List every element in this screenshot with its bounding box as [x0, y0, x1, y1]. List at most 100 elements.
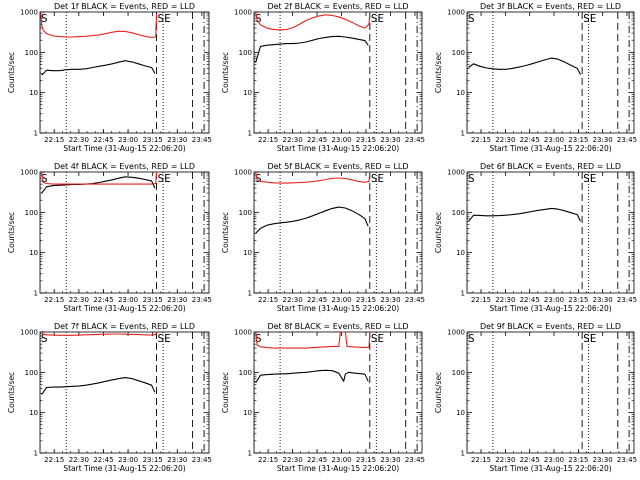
panel-det-6: Det 6f BLACK = Events, RED = LLD 1 10 100 10… — [434, 162, 637, 313]
x-tick-label: 22:30 — [69, 456, 89, 464]
x-tick-label: 23:30 — [380, 136, 400, 144]
y-tick-label: 1000 — [447, 9, 465, 17]
panel-det-4: Det 4f BLACK = Events, RED = LLD 1 10 100 10… — [7, 162, 212, 313]
x-axis-title: Start Time (31-Aug-15 22:06:20) — [489, 144, 611, 153]
y-tick-label: 1000 — [447, 329, 465, 337]
x-axis-title: Start Time (31-Aug-15 22:06:20) — [63, 144, 185, 153]
x-tick-label: 22:45 — [520, 456, 540, 464]
y-tick-label: 100 — [25, 209, 38, 217]
reference-lines — [40, 172, 205, 293]
x-tick-label: 23:00 — [118, 296, 138, 304]
marker-label-s: S — [468, 172, 475, 185]
y-tick-label: 10 — [29, 89, 38, 97]
y-axis-title: Counts/sec — [221, 372, 230, 413]
marker-label-se: SE — [371, 12, 384, 25]
marker-label-se: SE — [371, 332, 384, 345]
x-tick-label: 23:45 — [192, 136, 212, 144]
y-tick-label: 10 — [243, 409, 252, 417]
marker-label-s: S — [468, 12, 475, 25]
x-tick-label: 23:00 — [118, 456, 138, 464]
y-axis-title: Counts/sec — [434, 212, 443, 253]
x-tick-label: 23:30 — [593, 456, 613, 464]
series-line-lld — [254, 12, 371, 31]
plot-frame — [39, 331, 210, 454]
x-tick-label: 22:30 — [69, 136, 89, 144]
x-tick-label: 23:15 — [143, 136, 163, 144]
x-tick-label: 22:30 — [283, 136, 303, 144]
plot-frame — [253, 171, 423, 294]
series-group — [468, 207, 581, 222]
series-group — [40, 13, 158, 76]
y-tick-label: 1000 — [234, 169, 252, 177]
y-tick-label: 1 — [34, 290, 38, 298]
series-line-events — [468, 57, 581, 75]
panel-title: Det 2f BLACK = Events, RED = LLD — [267, 2, 408, 11]
x-tick-label: 23:30 — [167, 296, 187, 304]
series-group — [468, 57, 581, 75]
y-tick-label: 1 — [248, 290, 252, 298]
x-tick-label: 22:45 — [93, 136, 113, 144]
marker-label-s: S — [255, 12, 262, 25]
x-tick-label: 22:45 — [93, 456, 113, 464]
marker-label-s: S — [41, 12, 48, 25]
y-axis-title: Counts/sec — [7, 372, 16, 413]
x-tick-label: 23:45 — [617, 136, 637, 144]
x-tick-label: 22:15 — [44, 296, 64, 304]
x-tick-label: 23:30 — [593, 296, 613, 304]
series-group — [254, 172, 371, 234]
x-axis-title: Start Time (31-Aug-15 22:06:20) — [277, 304, 399, 313]
x-tick-label: 23:30 — [380, 456, 400, 464]
x-tick-label: 22:45 — [520, 296, 540, 304]
series-group — [254, 12, 371, 63]
reference-lines — [40, 12, 205, 133]
plot-frame — [466, 11, 635, 134]
panel-title: Det 9f BLACK = Events, RED = LLD — [480, 322, 621, 331]
x-tick-label: 23:45 — [192, 296, 212, 304]
panel-det-8: Det 8f BLACK = Events, RED = LLD 1 10 100 10… — [221, 322, 425, 473]
y-tick-label: 100 — [452, 369, 465, 377]
panel-det-5: Det 5f BLACK = Events, RED = LLD 1 10 100 10… — [221, 162, 425, 313]
y-tick-label: 100 — [239, 369, 252, 377]
marker-label-se: SE — [583, 332, 596, 345]
y-tick-label: 100 — [239, 49, 252, 57]
panel-title: Det 6f BLACK = Events, RED = LLD — [480, 162, 621, 171]
x-tick-label: 22:45 — [307, 456, 327, 464]
plot-frame — [466, 331, 635, 454]
y-tick-label: 10 — [243, 249, 252, 257]
x-tick-label: 23:30 — [167, 136, 187, 144]
x-tick-label: 23:00 — [544, 456, 564, 464]
x-tick-label: 23:30 — [167, 456, 187, 464]
y-tick-label: 1 — [248, 130, 252, 138]
y-axis-title: Counts/sec — [7, 212, 16, 253]
y-tick-label: 10 — [456, 409, 465, 417]
panel-title: Det 8f BLACK = Events, RED = LLD — [267, 322, 408, 331]
marker-label-se: SE — [157, 332, 170, 345]
y-tick-label: 1000 — [20, 329, 38, 337]
reference-lines — [467, 172, 630, 293]
marker-label-s: S — [255, 172, 262, 185]
x-tick-label: 22:15 — [258, 296, 278, 304]
y-tick-label: 100 — [239, 209, 252, 217]
y-tick-label: 1 — [34, 450, 38, 458]
marker-label-se: SE — [157, 12, 170, 25]
y-tick-label: 10 — [456, 249, 465, 257]
y-tick-label: 10 — [456, 89, 465, 97]
marker-label-se: SE — [371, 172, 384, 185]
series-line-lld — [254, 332, 371, 349]
x-tick-label: 23:45 — [192, 456, 212, 464]
series-group — [40, 332, 158, 395]
x-tick-label: 23:15 — [356, 296, 376, 304]
x-tick-label: 23:45 — [405, 136, 425, 144]
y-tick-label: 10 — [29, 409, 38, 417]
x-tick-label: 23:45 — [405, 296, 425, 304]
x-tick-label: 22:30 — [69, 296, 89, 304]
x-axis-title: Start Time (31-Aug-15 22:06:20) — [277, 464, 399, 473]
panel-title: Det 5f BLACK = Events, RED = LLD — [267, 162, 408, 171]
panel-det-3: Det 3f BLACK = Events, RED = LLD 1 10 100 10… — [434, 2, 637, 153]
series-line-events — [41, 377, 156, 395]
y-axis-title: Counts/sec — [221, 212, 230, 253]
y-tick-label: 1000 — [447, 169, 465, 177]
x-tick-label: 23:15 — [356, 136, 376, 144]
